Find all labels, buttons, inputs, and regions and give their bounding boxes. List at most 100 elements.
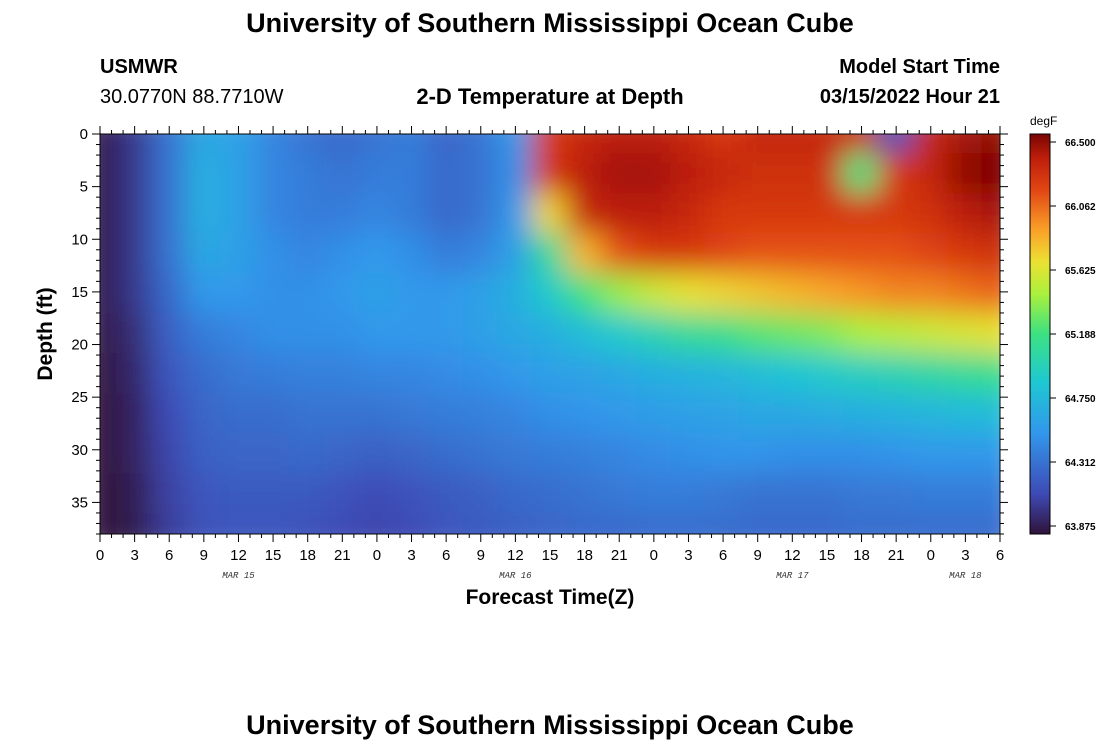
heatmap-cell	[116, 273, 153, 315]
heatmap-cell	[912, 513, 950, 534]
heatmap-cell	[393, 233, 430, 275]
x-tick-label: 21	[611, 547, 628, 564]
heatmap-cell	[739, 313, 776, 355]
heatmap-cell	[808, 233, 846, 275]
heatmap-cell	[220, 393, 257, 435]
heatmap-cell	[150, 433, 188, 475]
heatmap-cell	[324, 353, 361, 395]
y-tick-label: 35	[71, 494, 88, 511]
heatmap-cell	[739, 433, 776, 475]
heatmap-cell	[497, 313, 534, 355]
heatmap-cell	[670, 513, 707, 534]
heatmap-cell	[150, 193, 188, 235]
heatmap-cell	[254, 134, 292, 155]
heatmap-cell	[704, 433, 742, 475]
heatmap-cell	[774, 313, 811, 355]
heatmap-cell	[877, 193, 915, 235]
heatmap-cell	[150, 393, 188, 435]
heatmap-cell	[566, 433, 603, 475]
heatmap-cell	[393, 193, 430, 235]
model-start-label: Model Start Time	[839, 56, 1000, 78]
heatmap-cell	[670, 393, 707, 435]
heatmap-cell	[670, 353, 707, 395]
heatmap-cell	[843, 193, 880, 235]
date-label: MAR 17	[776, 571, 809, 581]
heatmap-cell	[947, 393, 984, 435]
heatmap-cell	[254, 353, 292, 395]
station-coords: 30.0770N 88.7710W	[100, 86, 284, 108]
x-tick-label: 3	[407, 547, 415, 564]
y-tick-label: 10	[71, 231, 88, 248]
heatmap-cell	[843, 513, 880, 534]
heatmap-cell	[100, 193, 119, 235]
heatmap-cell	[531, 353, 569, 395]
heatmap-cell	[704, 233, 742, 275]
heatmap-cell	[808, 353, 846, 395]
heatmap-cell	[843, 273, 880, 315]
heatmap-cell	[185, 193, 223, 235]
heatmap-cell	[254, 513, 292, 534]
heatmap-cell	[324, 233, 361, 275]
heatmap-cell	[358, 193, 396, 235]
heatmap-cell	[912, 134, 950, 155]
heatmap-cell	[531, 233, 569, 275]
heatmap-cell	[116, 193, 153, 235]
heatmap-cell	[150, 134, 188, 155]
heatmap-cell	[635, 313, 673, 355]
heatmap-cell	[150, 273, 188, 315]
y-tick-label: 25	[71, 389, 88, 406]
heatmap-cell	[185, 233, 223, 275]
x-tick-label: 21	[334, 547, 351, 564]
heatmap-cell	[981, 473, 1000, 515]
heatmap-cell	[531, 313, 569, 355]
heatmap-cell	[774, 273, 811, 315]
heatmap-cell	[600, 433, 638, 475]
heatmap-cell	[808, 134, 846, 155]
colorbar-gradient	[1029, 133, 1051, 535]
heatmap-cell	[912, 153, 950, 195]
heatmap-cell	[774, 193, 811, 235]
x-tick-label: 15	[542, 547, 559, 564]
heatmap-cell	[981, 353, 1000, 395]
heatmap-cell	[150, 313, 188, 355]
heatmap-cell	[220, 193, 257, 235]
heatmap-cell	[704, 353, 742, 395]
heatmap-cell	[100, 353, 119, 395]
heatmap-cell	[497, 353, 534, 395]
colorbar-units: degF	[1030, 114, 1057, 128]
heatmap-cell	[324, 134, 361, 155]
heatmap-cell	[877, 393, 915, 435]
heatmap-cell	[358, 393, 396, 435]
heatmap-cell	[462, 273, 500, 315]
heatmap-cell	[289, 393, 326, 435]
heatmap-cell	[185, 134, 223, 155]
x-tick-label: 0	[927, 547, 935, 564]
heatmap-cell	[254, 153, 292, 195]
heatmap-cell	[116, 353, 153, 395]
heatmap-cell	[947, 153, 984, 195]
heatmap-cell	[912, 313, 950, 355]
heatmap-cell	[843, 153, 880, 195]
x-tick-label: 9	[477, 547, 485, 564]
heatmap-cell	[116, 433, 153, 475]
heatmap-cell	[981, 393, 1000, 435]
heatmap-cell	[150, 513, 188, 534]
x-tick-label: 3	[130, 547, 138, 564]
heatmap-cell	[220, 134, 257, 155]
heatmap-cell	[635, 353, 673, 395]
heatmap-cell	[947, 233, 984, 275]
heatmap-cell	[289, 153, 326, 195]
x-tick-label: 9	[200, 547, 208, 564]
heatmap-cell	[981, 153, 1000, 195]
heatmap-cell	[150, 353, 188, 395]
heatmap-cell	[566, 353, 603, 395]
heatmap-cell	[254, 393, 292, 435]
heatmap-cell	[289, 233, 326, 275]
heatmap-cell	[600, 134, 638, 155]
heatmap-cell	[843, 313, 880, 355]
heatmap-cell	[324, 153, 361, 195]
heatmap-cell	[808, 273, 846, 315]
heatmap-cell	[704, 393, 742, 435]
heatmap-cell	[635, 433, 673, 475]
heatmap-cell	[531, 513, 569, 534]
